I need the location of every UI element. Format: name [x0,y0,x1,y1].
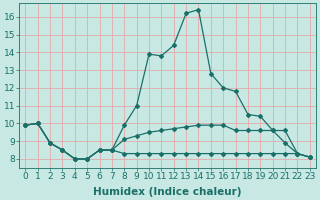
X-axis label: Humidex (Indice chaleur): Humidex (Indice chaleur) [93,187,242,197]
